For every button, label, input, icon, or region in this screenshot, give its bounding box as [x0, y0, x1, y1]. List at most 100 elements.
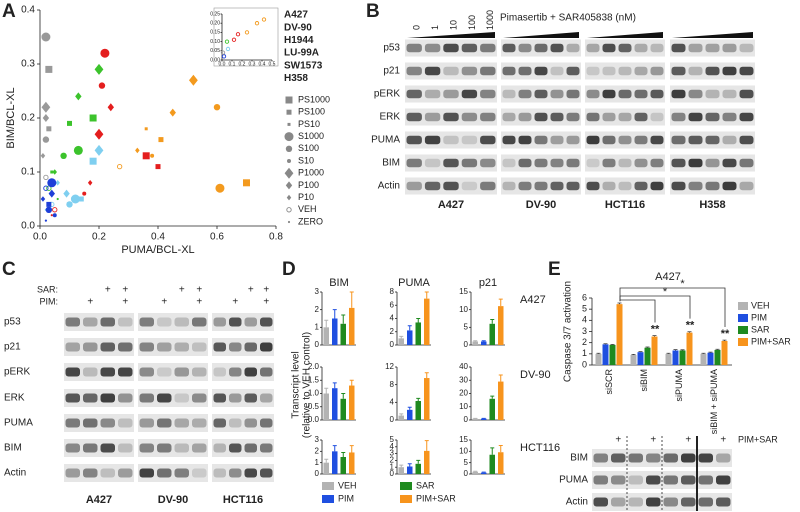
legend-label: P1000 [298, 168, 324, 178]
blot-band [424, 89, 441, 99]
protein-label: PUMA [4, 418, 33, 429]
x-tick-label: 0.4 [151, 232, 165, 243]
panel-letter: A [2, 1, 16, 22]
bar [323, 393, 329, 420]
legend-label: VEH [338, 480, 357, 490]
blot-band [518, 181, 532, 191]
blot-band [244, 468, 257, 478]
legend-label: SAR [416, 480, 435, 490]
blot-band [213, 443, 226, 453]
blot-band [739, 89, 754, 99]
blot-band [174, 418, 189, 428]
blot-band [244, 367, 257, 377]
blot-band [739, 181, 754, 191]
error-bar [701, 352, 706, 354]
cell-line-label: HCT116 [605, 199, 645, 211]
panel-letter: C [2, 259, 16, 280]
treatment-sign: + [263, 285, 269, 296]
blot-band [722, 43, 737, 53]
blot-band [618, 43, 632, 53]
blot-band [174, 443, 189, 453]
blot-band [518, 66, 532, 76]
point [44, 219, 48, 222]
point [40, 196, 46, 202]
bar [424, 298, 430, 345]
blot-band [593, 453, 608, 463]
blot-background [138, 414, 208, 432]
error-bar [638, 351, 643, 353]
point [41, 32, 51, 42]
blot-band [618, 89, 632, 99]
blot-band [722, 181, 737, 191]
cell-line-label: H358 [699, 199, 725, 211]
y-tick-label: 4 [582, 315, 587, 325]
blot-band [688, 43, 703, 53]
y-tick-label: 15 [459, 435, 468, 444]
protein-label: p21 [383, 66, 400, 77]
blot-band [174, 468, 189, 478]
y-tick-label: 0.20 [210, 21, 220, 27]
point [254, 21, 260, 26]
panel-letter: E [548, 259, 561, 280]
bar [424, 450, 430, 474]
blot-band [534, 135, 548, 145]
bar [415, 322, 421, 345]
y-tick-label: 0.3 [21, 59, 35, 70]
y-tick-label: 0.1 [21, 167, 35, 178]
blot-band [480, 89, 496, 99]
blot-band [634, 89, 648, 99]
blot-band [550, 112, 564, 122]
y-tick-label: 2 [390, 456, 395, 465]
blot-band [671, 181, 686, 191]
y-tick-label: 5 [582, 304, 587, 314]
blot-background [64, 313, 134, 331]
point [284, 132, 294, 142]
point [67, 120, 72, 126]
blot-band [716, 497, 731, 507]
blot-band [406, 66, 422, 76]
blot-band [566, 135, 580, 145]
error-bar [407, 325, 412, 331]
blot-band [586, 181, 600, 191]
dose-wedge [587, 32, 663, 38]
bracket [619, 287, 726, 327]
legend-swatch [738, 314, 748, 322]
point [225, 46, 231, 52]
blot-band [739, 66, 754, 76]
blot-band [100, 443, 115, 453]
treatment-sign: + [720, 435, 726, 446]
point [63, 189, 70, 198]
dose-wedge [407, 32, 495, 38]
blot-band [118, 342, 133, 352]
y-tick-label: 10 [459, 402, 468, 411]
point [42, 114, 50, 122]
significance: ** [651, 324, 660, 336]
error-bar [349, 379, 354, 386]
blot-band [260, 418, 273, 428]
blot-band [65, 342, 80, 352]
blot-band [688, 181, 703, 191]
error-bar [324, 319, 329, 328]
bar [340, 398, 346, 420]
legend-label: PS10 [298, 119, 320, 129]
point [78, 196, 84, 202]
blot-band [688, 135, 703, 145]
bracket-label: * [680, 278, 685, 290]
blot-band [83, 418, 98, 428]
blot-band [443, 135, 459, 145]
blot-band [705, 66, 720, 76]
error-bar [324, 458, 329, 463]
point [285, 181, 293, 190]
blot-band [663, 453, 678, 463]
y-tick-label: 30 [459, 375, 468, 384]
bar [481, 418, 487, 420]
chart-title: A427 [655, 271, 681, 283]
blot-band [663, 497, 678, 507]
blot-band [213, 418, 226, 428]
blot-band [722, 89, 737, 99]
blot-band [550, 43, 564, 53]
y-tick-label: 5 [464, 458, 469, 467]
blot-band [157, 393, 172, 403]
panel-letter: B [366, 1, 380, 22]
blot-band [634, 43, 648, 53]
